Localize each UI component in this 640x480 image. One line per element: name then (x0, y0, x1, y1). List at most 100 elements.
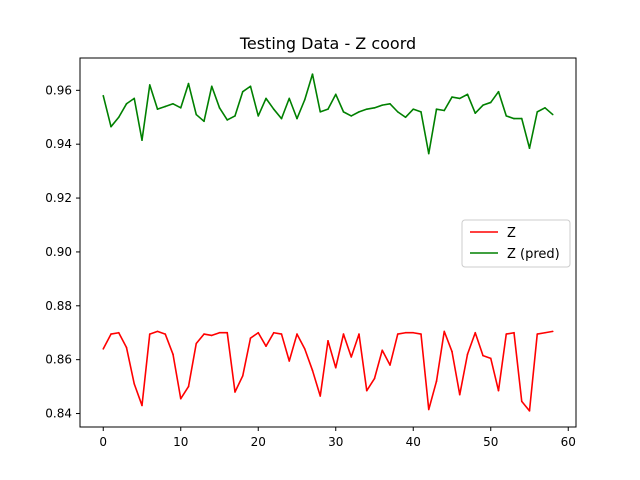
data-point (381, 104, 384, 106)
y-tick-label: 0.92 (45, 191, 72, 205)
data-point (373, 377, 376, 380)
series-line (102, 73, 554, 155)
data-point (497, 389, 500, 392)
data-point (195, 113, 198, 116)
data-point (241, 90, 244, 93)
data-point (489, 101, 492, 104)
data-point (210, 334, 213, 337)
data-point (520, 117, 523, 120)
data-point (226, 331, 229, 334)
data-point (110, 333, 112, 335)
data-point (435, 108, 438, 110)
data-point (350, 115, 353, 117)
data-point (303, 98, 306, 101)
data-point (396, 111, 399, 113)
data-point (551, 330, 554, 333)
x-tick-label: 0 (99, 435, 107, 449)
data-point (342, 111, 345, 113)
data-point (265, 97, 267, 100)
series-z-pred (102, 73, 554, 155)
data-point (420, 111, 422, 113)
data-point (544, 331, 546, 334)
y-tick-label: 0.96 (45, 83, 72, 97)
data-point (396, 333, 399, 335)
data-point (427, 408, 430, 411)
data-point (474, 112, 477, 115)
x-tick-label: 20 (251, 435, 266, 449)
data-point (482, 354, 484, 357)
data-point (303, 348, 306, 350)
data-point (296, 117, 298, 120)
data-point (296, 333, 298, 335)
data-point (218, 107, 221, 109)
data-point (412, 108, 415, 110)
data-point (334, 93, 337, 96)
data-point (513, 331, 515, 334)
data-point (327, 108, 329, 110)
data-point (203, 120, 205, 123)
data-point (327, 340, 329, 342)
data-point (451, 96, 453, 98)
data-point (489, 357, 492, 360)
legend-label: Z (pred) (507, 247, 560, 262)
data-point (280, 117, 283, 120)
data-point (102, 348, 105, 350)
x-tick-label: 40 (406, 435, 421, 449)
data-point (389, 364, 391, 366)
data-point (358, 111, 360, 113)
y-axis: 0.84 0.86 0.88 0.90 0.92 0.94 0.96 (45, 83, 80, 421)
data-point (334, 366, 337, 369)
chart-title: Testing Data - Z coord (239, 34, 416, 53)
data-point (389, 102, 391, 105)
series-z (102, 330, 554, 412)
data-point (536, 111, 539, 113)
data-point (272, 331, 275, 334)
data-point (319, 111, 322, 113)
data-point (420, 333, 422, 335)
x-tick-label: 30 (328, 435, 343, 449)
data-point (482, 104, 484, 106)
data-point (187, 385, 190, 388)
y-tick-label: 0.88 (45, 299, 72, 313)
data-point (195, 342, 198, 345)
data-point (404, 116, 407, 119)
data-point (536, 333, 539, 335)
data-point (288, 360, 291, 362)
data-point (234, 391, 236, 393)
data-point (443, 109, 446, 112)
data-point (520, 400, 523, 403)
data-point (187, 82, 190, 85)
data-point (257, 331, 260, 334)
data-point (288, 97, 291, 100)
data-point (117, 331, 120, 334)
data-point (365, 108, 368, 110)
data-point (141, 404, 143, 407)
data-point (179, 397, 182, 400)
data-point (466, 93, 469, 96)
x-tick-label: 60 (561, 435, 576, 449)
data-point (272, 108, 275, 110)
data-point (265, 345, 267, 348)
data-point (458, 97, 461, 100)
y-tick-label: 0.90 (45, 245, 72, 259)
data-point (164, 105, 167, 108)
data-point (551, 113, 554, 116)
data-point (172, 102, 174, 105)
data-point (458, 393, 461, 396)
data-point (427, 152, 430, 155)
x-tick-label: 50 (483, 435, 498, 449)
data-point (133, 383, 136, 385)
data-point (125, 346, 128, 349)
data-point (125, 102, 128, 105)
y-tick-label: 0.84 (45, 407, 72, 421)
x-tick-label: 10 (173, 435, 188, 449)
data-point (156, 108, 159, 110)
data-point (544, 107, 546, 109)
data-point (435, 380, 438, 383)
data-point (358, 333, 360, 335)
data-point (203, 333, 205, 335)
data-point (172, 353, 174, 356)
data-point (342, 333, 345, 335)
data-point (241, 375, 244, 377)
